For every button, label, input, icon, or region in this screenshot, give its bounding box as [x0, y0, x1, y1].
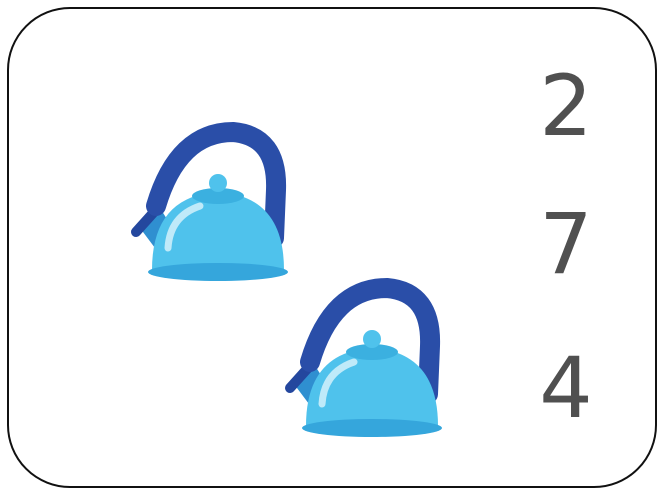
number-option[interactable]: 7 [539, 195, 592, 293]
number-option[interactable]: 2 [539, 57, 592, 155]
worksheet-card: 2 7 4 [0, 0, 664, 495]
number-option[interactable]: 4 [539, 339, 592, 437]
